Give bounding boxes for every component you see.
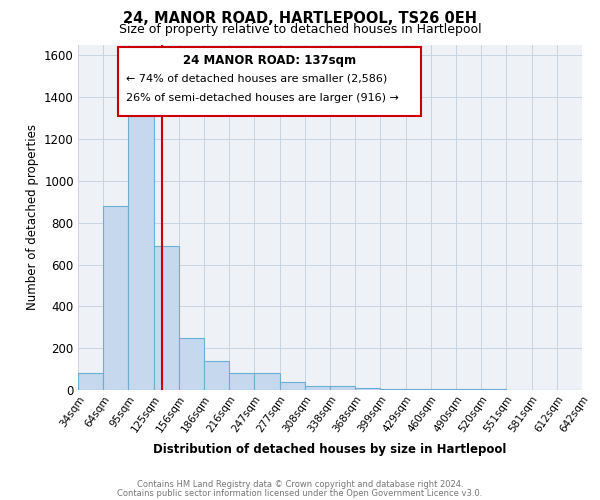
Y-axis label: Number of detached properties: Number of detached properties [26,124,38,310]
Bar [229,374,254,390]
Bar [78,374,103,390]
Bar [481,389,506,390]
Bar [305,386,330,390]
Text: Contains HM Land Registry data © Crown copyright and database right 2024.: Contains HM Land Registry data © Crown c… [137,480,463,489]
FancyBboxPatch shape [118,46,421,116]
X-axis label: Distribution of detached houses by size in Hartlepool: Distribution of detached houses by size … [154,442,506,456]
Bar [204,360,229,390]
Bar [431,389,456,390]
Text: 24, MANOR ROAD, HARTLEPOOL, TS26 0EH: 24, MANOR ROAD, HARTLEPOOL, TS26 0EH [123,11,477,26]
Text: Contains public sector information licensed under the Open Government Licence v3: Contains public sector information licen… [118,488,482,498]
Text: ← 74% of detached houses are smaller (2,586): ← 74% of detached houses are smaller (2,… [126,74,387,84]
Bar [280,382,305,390]
Text: Size of property relative to detached houses in Hartlepool: Size of property relative to detached ho… [119,22,481,36]
Bar [330,386,355,390]
Bar [406,389,431,390]
Bar [355,388,380,390]
Bar [380,389,406,390]
Bar [179,338,204,390]
Bar [456,389,481,390]
Bar [254,374,280,390]
Bar [103,206,128,390]
Bar [154,246,179,390]
Text: 24 MANOR ROAD: 137sqm: 24 MANOR ROAD: 137sqm [183,54,356,68]
Text: 26% of semi-detached houses are larger (916) →: 26% of semi-detached houses are larger (… [126,94,399,104]
Bar [128,116,154,390]
